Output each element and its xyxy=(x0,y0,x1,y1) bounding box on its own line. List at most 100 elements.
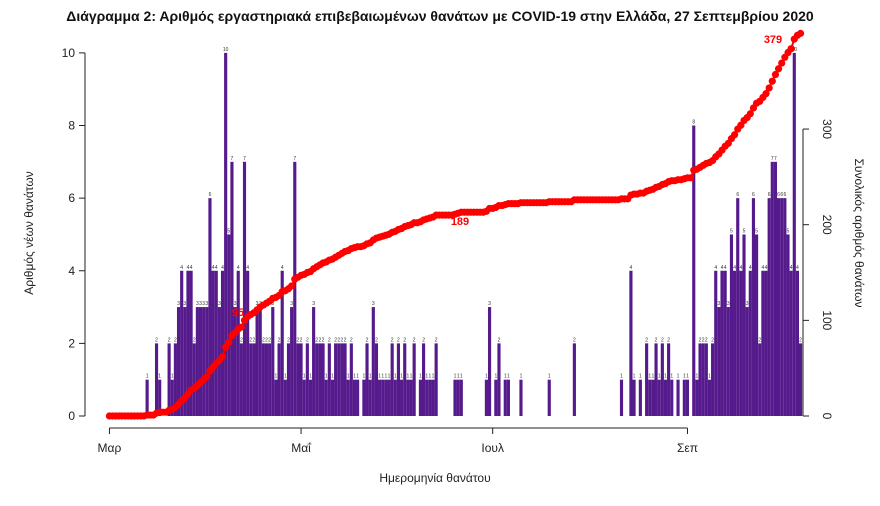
bar-value-label: 1 xyxy=(384,374,387,380)
bar-value-label: 1 xyxy=(432,374,435,380)
bar-value-label: 4 xyxy=(212,265,215,271)
bar-value-label: 1 xyxy=(378,374,381,380)
bar xyxy=(180,270,184,416)
bar xyxy=(761,270,765,416)
bar-value-label: 2 xyxy=(297,337,300,343)
bar xyxy=(189,270,193,416)
bar-value-label: 1 xyxy=(708,374,711,380)
bar-value-label: 1 xyxy=(356,374,359,380)
bar-value-label: 1 xyxy=(494,374,497,380)
bar xyxy=(648,379,652,416)
cumulative-point xyxy=(778,59,786,67)
bar xyxy=(428,379,432,416)
bar-value-label: 3 xyxy=(256,301,259,307)
bar xyxy=(632,379,636,416)
annotation-379: 379 xyxy=(764,34,782,46)
bar xyxy=(252,343,256,416)
annotation-95: 95 xyxy=(232,307,244,319)
bar xyxy=(208,198,212,416)
bar xyxy=(431,379,435,416)
bar xyxy=(390,343,394,416)
bar-value-label: 4 xyxy=(765,265,768,271)
bar xyxy=(748,270,752,416)
bar-value-label: 1 xyxy=(485,374,488,380)
bar-value-label: 1 xyxy=(347,374,350,380)
bar-value-label: 3 xyxy=(177,301,180,307)
bar-value-label: 1 xyxy=(146,374,149,380)
bar xyxy=(396,343,401,416)
bar-value-label: 6 xyxy=(780,192,783,198)
bar xyxy=(393,379,397,416)
bar xyxy=(365,343,369,416)
bar xyxy=(657,379,661,416)
bar xyxy=(651,379,655,416)
bar xyxy=(707,379,712,416)
bar-value-label: 7 xyxy=(774,156,777,162)
bar xyxy=(685,379,690,416)
cumulative-point xyxy=(765,84,773,92)
bar xyxy=(619,379,624,416)
bar-value-label: 2 xyxy=(667,337,670,343)
bar xyxy=(242,161,247,416)
bar xyxy=(211,270,215,416)
cumulative-point xyxy=(225,338,233,346)
bar-value-label: 1 xyxy=(158,374,161,380)
bar xyxy=(315,343,319,416)
left-y-axis-title: Αριθμός νέων θανάτων xyxy=(22,171,36,294)
bar xyxy=(418,379,423,416)
bar-value-label: 1 xyxy=(171,374,174,380)
cumulative-line-layer xyxy=(105,29,805,420)
bar-value-label: 2 xyxy=(498,337,501,343)
left-tick-label: 2 xyxy=(68,336,75,350)
bar-value-label: 4 xyxy=(221,265,224,271)
bar-value-label: 4 xyxy=(724,265,727,271)
bar xyxy=(695,379,699,416)
bar xyxy=(409,379,413,416)
bar-value-label: 2 xyxy=(375,337,378,343)
bar xyxy=(305,343,309,416)
bar-value-label: 2 xyxy=(655,337,658,343)
bar xyxy=(422,343,426,416)
bar-value-label: 1 xyxy=(388,374,391,380)
bar xyxy=(729,234,734,416)
bar xyxy=(321,343,325,416)
bar-value-label: 3 xyxy=(218,301,221,307)
bar-value-label: 2 xyxy=(168,337,171,343)
bar xyxy=(547,379,551,416)
bar-value-label: 1 xyxy=(460,374,463,380)
bar-value-label: 7 xyxy=(231,156,234,162)
bar xyxy=(158,379,162,416)
bar-value-label: 1 xyxy=(284,374,287,380)
bar-value-label: 1 xyxy=(648,374,651,380)
bar xyxy=(268,343,272,416)
bar-value-label: 2 xyxy=(262,337,265,343)
bar-value-label: 6 xyxy=(736,192,739,198)
bar-value-label: 4 xyxy=(749,265,752,271)
cumulative-point xyxy=(746,110,754,118)
bar-value-label: 2 xyxy=(413,337,416,343)
bar xyxy=(299,343,303,416)
x-tick-label: Ιουλ xyxy=(481,441,504,455)
bar xyxy=(145,379,149,416)
bar xyxy=(324,379,328,416)
bar-value-label: 2 xyxy=(645,337,648,343)
bar-value-label: 6 xyxy=(777,192,780,198)
cumulative-point xyxy=(774,65,783,73)
bar-value-label: 4 xyxy=(630,265,633,271)
bar-value-label: 2 xyxy=(174,337,177,343)
x-axis-title: Ημερομηνία θανάτου xyxy=(379,471,490,485)
bar xyxy=(371,307,375,416)
bar xyxy=(227,234,231,416)
bar-value-label: 1 xyxy=(394,374,397,380)
bar-value-label: 1 xyxy=(664,374,667,380)
bar-value-label: 4 xyxy=(721,265,724,271)
bar-value-label: 4 xyxy=(187,265,190,271)
cumulative-point xyxy=(787,45,795,53)
left-tick-label: 0 xyxy=(68,409,75,423)
bar-value-label: 1 xyxy=(633,374,636,380)
bar xyxy=(714,270,718,416)
bar-value-label: 1 xyxy=(369,374,372,380)
bar-value-label: 1 xyxy=(410,374,413,380)
bar xyxy=(362,379,366,416)
bar-value-label: 2 xyxy=(155,337,158,343)
